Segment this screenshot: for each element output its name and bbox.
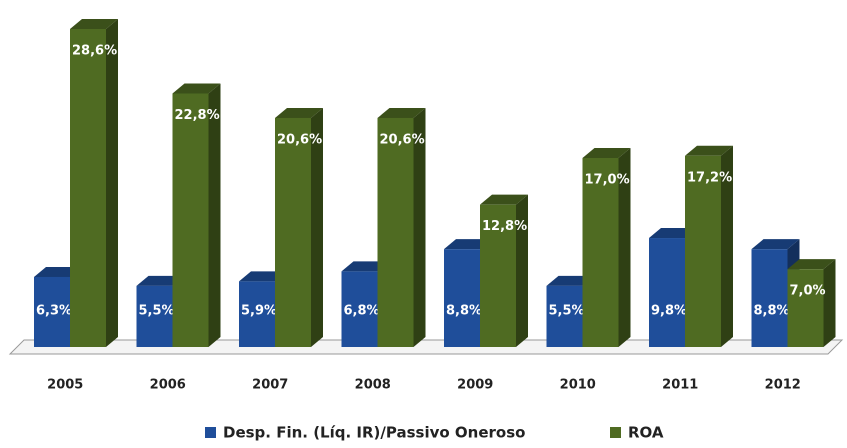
bar-side bbox=[618, 147, 631, 347]
bar-top bbox=[275, 107, 323, 118]
value-label: 5,5% bbox=[549, 304, 585, 319]
value-label: 9,8% bbox=[651, 304, 687, 319]
value-label: 20,6% bbox=[380, 132, 425, 147]
bar bbox=[172, 93, 209, 348]
bar bbox=[341, 271, 378, 347]
bar bbox=[275, 117, 311, 347]
bar bbox=[444, 249, 480, 347]
bar-side bbox=[311, 107, 323, 347]
x-tick-label: 2008 bbox=[355, 378, 391, 393]
bar-side bbox=[208, 83, 221, 348]
bar-top bbox=[685, 145, 733, 156]
x-tick-label: 2009 bbox=[457, 378, 493, 393]
value-label: 7,0% bbox=[790, 284, 826, 299]
value-label: 12,8% bbox=[482, 219, 527, 234]
value-label: 6,3% bbox=[36, 304, 72, 319]
bar bbox=[751, 249, 788, 347]
bar-top bbox=[582, 147, 631, 158]
bar-side bbox=[413, 107, 426, 347]
bar bbox=[136, 285, 173, 347]
bar bbox=[649, 238, 685, 347]
value-label: 8,8% bbox=[446, 304, 482, 319]
bar bbox=[377, 117, 414, 347]
bar bbox=[546, 285, 583, 347]
x-tick-label: 2005 bbox=[47, 378, 83, 393]
legend-swatch bbox=[205, 427, 216, 438]
bar bbox=[480, 204, 516, 347]
bar-top bbox=[377, 107, 426, 118]
bar-side bbox=[106, 19, 118, 347]
x-tick-label: 2010 bbox=[560, 378, 596, 393]
value-label: 17,0% bbox=[585, 172, 630, 187]
bar-side bbox=[516, 194, 528, 347]
bar-top bbox=[70, 19, 118, 29]
x-tick-label: 2011 bbox=[662, 378, 698, 393]
bar-side bbox=[721, 145, 733, 347]
bar-top bbox=[787, 259, 836, 270]
value-label: 6,8% bbox=[344, 304, 380, 319]
bar-top bbox=[751, 239, 800, 250]
bar-side bbox=[823, 259, 836, 347]
x-tick-label: 2007 bbox=[252, 378, 288, 393]
legend-label: ROA bbox=[628, 424, 664, 442]
bar bbox=[239, 281, 275, 347]
bar bbox=[787, 269, 824, 347]
x-tick-label: 2006 bbox=[150, 378, 186, 393]
bar bbox=[685, 155, 721, 347]
value-label: 5,5% bbox=[139, 304, 175, 319]
value-label: 8,8% bbox=[754, 304, 790, 319]
bar bbox=[34, 276, 70, 347]
value-label: 5,9% bbox=[241, 304, 277, 319]
value-label: 22,8% bbox=[175, 108, 220, 123]
value-label: 17,2% bbox=[687, 170, 732, 185]
bar-top bbox=[480, 194, 528, 205]
legend-label: Desp. Fin. (Líq. IR)/Passivo Oneroso bbox=[223, 424, 525, 442]
floor bbox=[8, 339, 844, 355]
x-tick-label: 2012 bbox=[765, 378, 801, 393]
bar bbox=[70, 29, 106, 347]
bar-top bbox=[172, 83, 221, 94]
bar bbox=[582, 157, 619, 347]
value-label: 20,6% bbox=[277, 132, 322, 147]
value-label: 28,6% bbox=[72, 44, 117, 59]
legend-swatch bbox=[610, 427, 621, 438]
